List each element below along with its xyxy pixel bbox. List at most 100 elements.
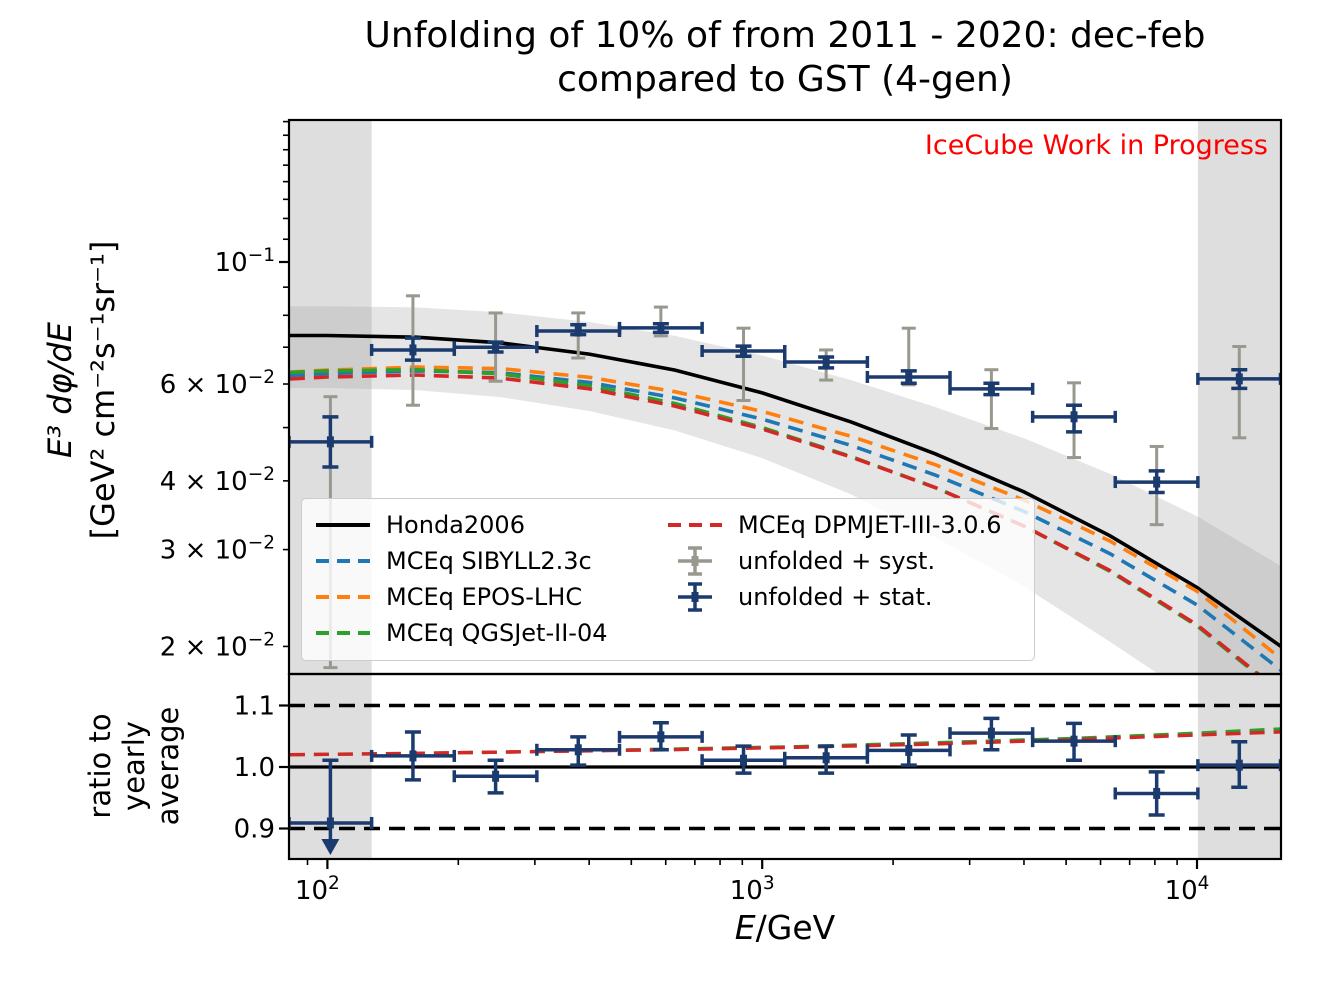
ratio-point: [700, 744, 787, 775]
ratio-curve-qgsjet: [289, 727, 1281, 757]
ratio-point: [369, 730, 457, 782]
ratio-point-marker: [1153, 787, 1161, 799]
y-tick-label: 3 × 10−2: [160, 533, 275, 566]
legend-sample-dash: [314, 616, 372, 650]
ratio-panel: [289, 703, 1281, 855]
ratio-tick-label: 0.9: [234, 815, 275, 845]
legend-column-1: Honda2006 MCEq SIBYLL2.3c MCEq EPOS-LHC MCE…: [314, 507, 666, 654]
axis-ticks: 102 103 104 10−1 6 × 10−2 4 × 10−2 3 × 10−2 2 ×…: [160, 120, 1210, 906]
unfolded-point: [452, 340, 539, 354]
point-marker: [492, 341, 500, 353]
ratio-point-marker: [987, 727, 995, 739]
ratio-point: [1030, 721, 1118, 762]
ratio-point-marker: [1070, 735, 1078, 747]
unfolded-point: [783, 355, 870, 370]
ratio-point-marker: [1235, 759, 1243, 771]
ratio-point: [783, 744, 870, 775]
unfolded-point: [1030, 403, 1118, 434]
point-marker: [1153, 476, 1161, 488]
y-axis-label-ratio-line1: ratio to: [83, 713, 117, 819]
legend-label: Honda2006: [386, 511, 525, 539]
ratio-point-marker: [326, 817, 334, 829]
legend-sample-dash: [314, 544, 372, 578]
point-marker: [574, 325, 582, 337]
ratio-point-marker: [574, 744, 582, 756]
y-axis-label-ratio-line2: yearly: [117, 721, 151, 811]
y-axis-label-main-line2: [GeV² cm⁻²s⁻¹sr⁻¹]: [84, 240, 122, 540]
legend-row: Honda2006: [314, 507, 666, 543]
ratio-point-marker: [657, 731, 665, 743]
legend-label: MCEq QGSJet-II-04: [386, 619, 608, 647]
edge-bin-shading: [289, 120, 1281, 859]
ratio-point-marker: [409, 750, 417, 762]
legend-label: unfolded + stat.: [738, 583, 933, 611]
legend-sample-errorbar: [666, 580, 724, 614]
ratio-point-marker: [822, 752, 830, 764]
chart-title: Unfolding of 10% of from 2011 - 2020: de…: [245, 14, 1325, 102]
y-tick-label: 4 × 10−2: [160, 464, 275, 497]
x-axis-label-unit: /GeV: [755, 908, 836, 947]
y-tick-label: 10−1: [215, 245, 275, 278]
curve-mceq-epos-lhc: [289, 365, 1281, 661]
x-axis-label: E/GeV: [485, 908, 1085, 947]
point-marker: [326, 436, 334, 448]
point-marker: [740, 345, 748, 357]
legend-row: MCEq DPMJET-III-3.0.6: [666, 507, 1016, 543]
legend-sample-solid: [314, 508, 372, 542]
legend-label: MCEq EPOS-LHC: [386, 583, 583, 611]
ratio-point: [1113, 770, 1200, 817]
legend-row: MCEq QGSJet-II-04: [314, 615, 666, 651]
y-tick-label: 2 × 10−2: [160, 629, 275, 662]
syst-errorbar: [984, 368, 999, 431]
syst-errorbar: [1232, 345, 1247, 440]
ratio-point: [865, 733, 952, 767]
y-axis-label-ratio: ratio to yearly average: [80, 616, 188, 916]
point-marker: [1070, 411, 1078, 423]
unfolded-point: [535, 322, 622, 338]
ratio-tick-label: 1.1: [234, 692, 275, 722]
legend-row: unfolded + syst.: [666, 543, 1016, 579]
unfolded-point: [369, 336, 457, 362]
legend-column-2: MCEq DPMJET-III-3.0.6 unfolded + syst. unf…: [666, 507, 1016, 654]
chart-title-line1: Unfolding of 10% of from 2011 - 2020: de…: [364, 15, 1206, 56]
legend-box: Honda2006 MCEq SIBYLL2.3c MCEq EPOS-LHC MCE…: [301, 498, 1035, 661]
y-axis-label-main-line1: E³ dφ/dE: [41, 322, 79, 458]
syst-errorbar: [736, 326, 751, 402]
point-marker: [822, 356, 830, 368]
point-marker: [409, 344, 417, 356]
legend-row: MCEq EPOS-LHC: [314, 579, 666, 615]
ratio-curve-dpmjet: [289, 730, 1281, 757]
watermark-text: IceCube Work in Progress: [924, 130, 1268, 161]
chart-title-line2: compared to GST (4-gen): [557, 59, 1013, 100]
legend-sample-dash: [314, 580, 372, 614]
unfolded-point: [948, 381, 1035, 397]
ratio-point: [948, 716, 1035, 752]
unfolded-point: [700, 344, 787, 358]
ratio-tick-label: 1.0: [234, 753, 275, 783]
ratio-point-marker: [740, 754, 748, 766]
unfolded-point: [865, 369, 952, 385]
curve-mceq-qgsjet-ii-04: [289, 367, 1260, 674]
x-tick-label: 104: [1165, 873, 1210, 906]
x-tick-label: 103: [730, 873, 775, 906]
x-tick-label: 102: [295, 873, 340, 906]
point-marker: [987, 383, 995, 395]
ratio-point-marker: [492, 770, 500, 782]
y-axis-label-main: E³ dφ/dE [GeV² cm⁻²s⁻¹sr⁻¹]: [0, 90, 172, 690]
legend-label: unfolded + syst.: [738, 547, 936, 575]
legend-sample-errorbar: [666, 544, 724, 578]
unfolded-point: [1113, 469, 1200, 495]
ratio-point: [617, 720, 704, 752]
ratio-point: [535, 735, 622, 767]
ratio-point: [452, 758, 539, 795]
legend-row: MCEq SIBYLL2.3c: [314, 543, 666, 579]
curve-mceq-dpmjet-iii-306: [289, 373, 1262, 674]
off-scale-arrow: [321, 839, 340, 855]
point-marker: [1235, 373, 1243, 385]
legend-label: MCEq SIBYLL2.3c: [386, 547, 592, 575]
legend-sample-dash: [666, 508, 724, 542]
point-marker: [657, 322, 665, 334]
ratio-point-marker: [905, 744, 913, 756]
point-marker: [905, 371, 913, 383]
